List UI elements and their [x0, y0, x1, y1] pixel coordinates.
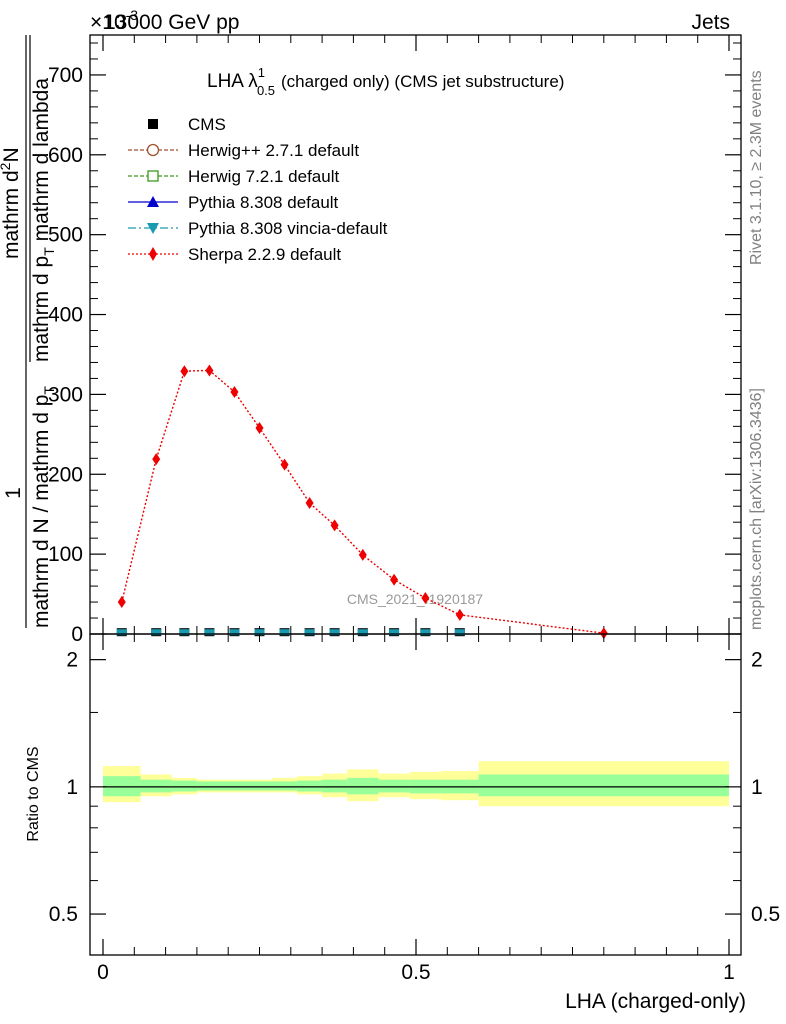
y-label-numerator: mathrm d2N: [0, 147, 23, 259]
sherpa-point: [305, 497, 314, 510]
x-tick-label: 0: [97, 961, 109, 984]
legend-entry-pythia: Pythia 8.308 default: [128, 193, 339, 212]
legend-label: Pythia 8.308 default: [188, 193, 339, 212]
main-y-tick-label: 500: [48, 224, 83, 247]
legend-marker: [147, 223, 159, 234]
y-scale-exponent: ×10-3: [90, 7, 138, 34]
x-tick-label: 0.5: [401, 961, 430, 984]
legend-marker: [147, 196, 159, 207]
vincia-point: [179, 629, 190, 636]
ratio-inner-band: [171, 780, 197, 792]
sherpa-point: [280, 458, 289, 471]
y-label-prefactor-denominator: mathrm d N / mathrm d pT: [30, 386, 57, 628]
ratio-y-label: Ratio to CMS: [25, 746, 42, 841]
vincia-point: [454, 629, 465, 636]
main-y-axis-label: 1 mathrm d N / mathrm d pT mathrm d2N ma…: [0, 35, 57, 628]
vincia-point: [254, 629, 265, 636]
main-y-tick-label: 400: [48, 304, 83, 327]
legend-entry-herwigpp: Herwig++ 2.7.1 default: [128, 141, 359, 160]
vincia-point: [420, 629, 431, 636]
y-label-denominator: mathrm d pT mathrm d lambda: [30, 78, 57, 362]
vincia-point: [357, 629, 368, 636]
vincia-point: [279, 629, 290, 636]
sherpa-line: [121, 369, 604, 634]
main-y-ticks: 0 100 200 300 400 500 600 700: [48, 42, 741, 646]
legend-label: Sherpa 2.2.9 default: [188, 245, 341, 264]
main-y-tick-label: 300: [48, 383, 83, 406]
legend-marker: [149, 247, 157, 261]
legend-entry-sherpa: Sherpa 2.2.9 default: [128, 245, 341, 264]
legend-marker: [146, 143, 160, 157]
main-y-tick-label: 700: [48, 64, 83, 87]
vincia-point: [304, 629, 315, 636]
sherpa-point: [421, 592, 430, 605]
rivet-label: Rivet 3.1.10, ≥ 2.3M events: [748, 70, 765, 265]
sherpa-point: [230, 386, 239, 399]
x-tick-label: 1: [723, 961, 735, 984]
series-layer: [116, 364, 608, 640]
ratio-x-ticks: 0 0.5 1: [97, 634, 735, 984]
sherpa-point: [390, 573, 399, 586]
sherpa-point: [330, 519, 339, 532]
sherpa-point: [152, 453, 161, 466]
sherpa-point: [180, 365, 189, 378]
vincia-point: [204, 629, 215, 636]
legend-entry-herwig7: Herwig 7.2.1 default: [128, 167, 339, 186]
legend-label: Herwig++ 2.7.1 default: [188, 141, 359, 160]
ratio-inner-band: [297, 780, 323, 792]
ratio-inner-band: [347, 777, 379, 795]
sherpa-point: [358, 548, 367, 561]
ratio-inner-band: [221, 781, 247, 791]
plot-title: LHA λ1 0.5 (charged only) (CMS jet substru…: [207, 65, 564, 98]
mcplots-label: mcplots.cern.ch [arXiv:1306.3436]: [748, 388, 765, 630]
vincia-point: [389, 629, 400, 636]
legend-label: Pythia 8.308 vincia-default: [188, 219, 388, 238]
ratio-inner-band: [140, 779, 172, 793]
ratio-inner-band: [246, 781, 273, 791]
ratio-inner-band: [478, 774, 729, 797]
legend: CMS Herwig++ 2.7.1 default Herwig 7.2.1 de…: [128, 115, 388, 264]
ratio-inner-band: [103, 776, 141, 797]
x-axis-label: LHA (charged-only): [565, 990, 746, 1013]
ratio-y-tick-label: 2: [66, 649, 78, 672]
ratio-inner-band: [272, 781, 298, 791]
sherpa-point: [255, 421, 264, 434]
legend-entry-vincia: Pythia 8.308 vincia-default: [128, 219, 388, 238]
vincia-point: [151, 629, 162, 636]
main-y-tick-label: 600: [48, 144, 83, 167]
ratio-inner-band: [378, 779, 410, 793]
energy-label: 13000 GeV pp: [104, 11, 239, 34]
legend-marker: [147, 170, 159, 182]
legend-entry-cms: CMS: [148, 115, 226, 134]
sherpa-point: [205, 364, 214, 377]
ratio-y-tick-label: 1: [66, 776, 78, 799]
ratio-bands: [103, 761, 729, 807]
category-label: Jets: [691, 11, 730, 34]
main-y-tick-label: 200: [48, 463, 83, 486]
vincia-point: [116, 629, 127, 636]
ratio-y-tick-label-right: 1: [751, 776, 763, 799]
ratio-y-tick-label: 0.5: [49, 903, 78, 926]
ratio-y-ticks: 0.5 0.5 1 1 2 2: [49, 649, 780, 926]
ratio-y-tick-label-right: 2: [751, 649, 763, 672]
ratio-panel: 0.5 0.51 12 2 0 0.5 1 Ratio to CMS LHA (charg…: [25, 633, 780, 1013]
vincia-point: [229, 629, 240, 636]
ratio-inner-band: [196, 781, 222, 791]
main-y-tick-label: 0: [71, 623, 83, 646]
sherpa-point: [599, 627, 608, 640]
main-x-ticks: [102, 35, 730, 634]
sherpa-point: [455, 608, 464, 621]
legend-label: Herwig 7.2.1 default: [188, 167, 339, 186]
vincia-point: [329, 629, 340, 636]
ratio-y-tick-label-right: 0.5: [751, 903, 780, 926]
y-label-prefactor: 1: [2, 487, 25, 499]
legend-label: CMS: [188, 115, 226, 134]
main-panel: 0 100 200 300 400 500 600 700 CMS_2021_I1920187…: [0, 34, 742, 646]
legend-marker: [148, 119, 158, 129]
main-y-tick-label: 100: [48, 543, 83, 566]
sherpa-point: [117, 596, 126, 609]
ratio-inner-band: [322, 779, 348, 793]
watermark: CMS_2021_I1920187: [347, 591, 483, 607]
